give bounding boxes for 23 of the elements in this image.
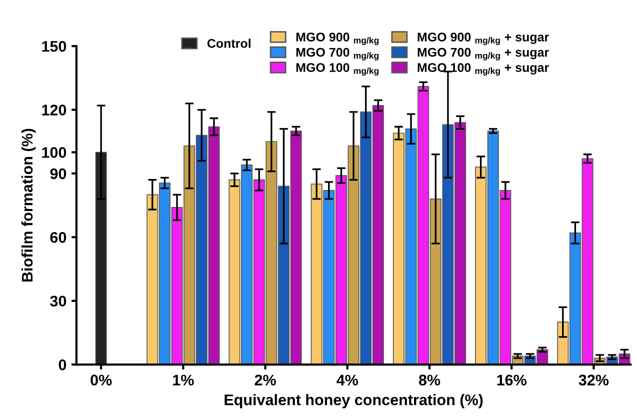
- legend-label: MGO 900 $_{mg/kg}$: [296, 32, 379, 46]
- x-tick-label: 16%: [497, 374, 526, 386]
- y-tick-label: 60: [50, 232, 66, 243]
- x-axis-title: Equivalent honey concentration (%): [224, 394, 483, 408]
- x-tick-label: 1%: [173, 374, 194, 386]
- legend-label: MGO 100 $_{mg/kg}$: [296, 63, 379, 76]
- y-tick-label: 90: [50, 168, 66, 180]
- x-tick-label: 2%: [254, 374, 276, 386]
- x-tick-label: 8%: [418, 374, 440, 386]
- x-tick-label: 4%: [336, 374, 358, 386]
- legend-label: MGO 700 $_{mg/kg}$ + sugar: [418, 48, 549, 60]
- y-tick-label: 30: [50, 296, 66, 307]
- legend-label: MGO 900 $_{mg/kg}$ + sugar: [418, 32, 549, 46]
- y-tick-label: 150: [42, 40, 66, 52]
- legend-label: MGO 700 $_{mg/kg}$: [296, 48, 379, 60]
- y-axis-title: Biofilm formation (%): [21, 128, 36, 282]
- x-tick-label: 32%: [578, 374, 609, 386]
- y-tick-label: 120: [42, 104, 66, 116]
- legend-label: MGO 100 $_{mg/kg}$ + sugar: [418, 63, 549, 76]
- y-tick-label: 0: [58, 359, 66, 370]
- legend-label: Control: [207, 38, 250, 48]
- y-tick-label: 100: [42, 147, 66, 158]
- x-tick-label: 0%: [90, 374, 112, 386]
